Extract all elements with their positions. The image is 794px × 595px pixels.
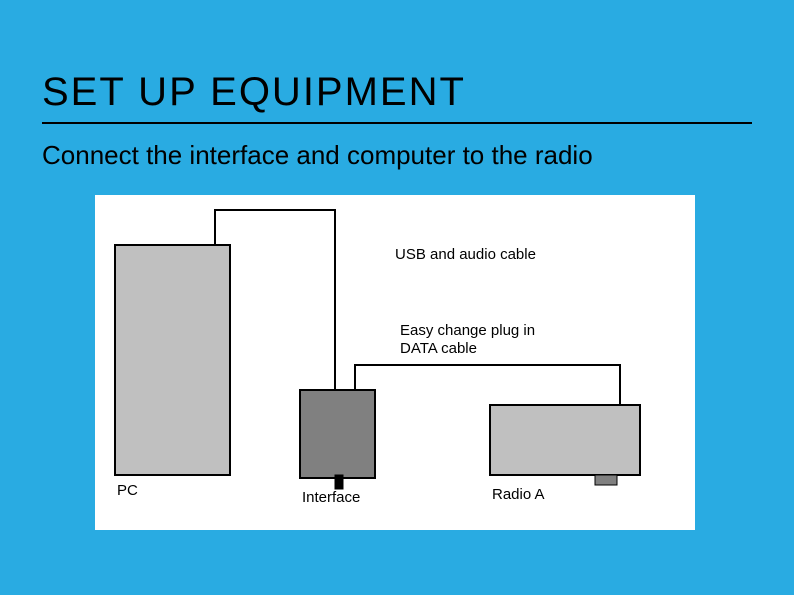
node-radio [490,405,640,475]
diagram-panel: USB and audio cable Easy change plug inDA… [95,195,695,530]
node-label-interface: Interface [302,489,360,506]
node-pc [115,245,230,475]
node-label-pc: PC [117,482,138,499]
slide: SET UP EQUIPMENT Connect the interface a… [0,0,794,595]
page-title: SET UP EQUIPMENT [42,70,466,115]
node-label-radio: Radio A [492,486,545,503]
page-subtitle: Connect the interface and computer to th… [42,140,593,171]
extra-0 [335,475,343,489]
edge-label-data_cable: DATA cable [400,340,477,357]
title-underline [42,122,752,124]
edge-usb_audio [215,210,335,390]
node-interface [300,390,375,478]
edge-data_cable [355,365,620,405]
edge-label-data_cable: Easy change plug in [400,322,535,339]
extra-1 [595,475,617,485]
edge-label-usb_audio: USB and audio cable [395,246,536,263]
connection-diagram: USB and audio cable Easy change plug inDA… [95,195,695,530]
